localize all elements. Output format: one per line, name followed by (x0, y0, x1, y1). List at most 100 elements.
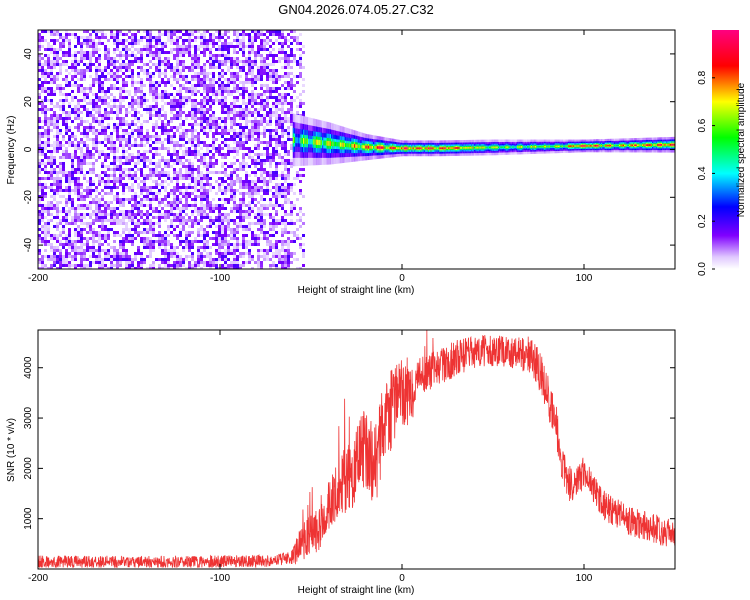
noise-cell (284, 66, 287, 69)
noise-cell (68, 198, 71, 201)
noise-cell (98, 156, 101, 159)
noise-cell (185, 99, 188, 102)
noise-cell (113, 234, 116, 237)
noise-cell (119, 75, 122, 78)
noise-cell (179, 192, 182, 195)
noise-cell (44, 147, 47, 150)
noise-cell (260, 108, 263, 111)
noise-cell (230, 189, 233, 192)
noise-cell (167, 39, 170, 42)
noise-cell (266, 69, 269, 72)
noise-cell (233, 72, 236, 75)
noise-cell (74, 54, 77, 57)
noise-cell (275, 105, 278, 108)
noise-cell (98, 225, 101, 228)
noise-cell (56, 105, 59, 108)
noise-cell (269, 129, 272, 132)
noise-cell (62, 231, 65, 234)
noise-cell (143, 30, 146, 33)
noise-cell (299, 63, 302, 66)
noise-cell (143, 177, 146, 180)
noise-cell (116, 126, 119, 129)
noise-cell (137, 126, 140, 129)
noise-cell (194, 180, 197, 183)
noise-cell (119, 210, 122, 213)
noise-cell (248, 69, 251, 72)
noise-cell (149, 147, 152, 150)
noise-cell (77, 108, 80, 111)
noise-cell (101, 171, 104, 174)
noise-cell (149, 198, 152, 201)
noise-cell (275, 69, 278, 72)
noise-cell (158, 171, 161, 174)
noise-cell (137, 132, 140, 135)
noise-cell (206, 84, 209, 87)
noise-cell (164, 75, 167, 78)
noise-cell (155, 114, 158, 117)
noise-cell (158, 177, 161, 180)
noise-cell (50, 48, 53, 51)
noise-cell (68, 234, 71, 237)
noise-cell (251, 114, 254, 117)
noise-cell (152, 54, 155, 57)
noise-cell (281, 147, 284, 150)
noise-cell (218, 255, 221, 258)
noise-cell (200, 156, 203, 159)
noise-cell (128, 48, 131, 51)
noise-cell (203, 159, 206, 162)
noise-cell (47, 108, 50, 111)
noise-cell (269, 243, 272, 246)
noise-cell (215, 123, 218, 126)
noise-cell (179, 99, 182, 102)
noise-cell (191, 99, 194, 102)
noise-cell (248, 213, 251, 216)
noise-cell (257, 45, 260, 48)
noise-cell (263, 132, 266, 135)
noise-cell (86, 249, 89, 252)
noise-cell (218, 231, 221, 234)
signal-cell (370, 145, 373, 149)
noise-cell (203, 144, 206, 147)
noise-cell (62, 219, 65, 222)
noise-cell (122, 63, 125, 66)
noise-cell (92, 228, 95, 231)
noise-cell (275, 153, 278, 156)
noise-cell (275, 99, 278, 102)
noise-cell (86, 63, 89, 66)
noise-cell (116, 123, 119, 126)
noise-cell (68, 117, 71, 120)
noise-cell (221, 54, 224, 57)
noise-cell (242, 180, 245, 183)
noise-cell (281, 246, 284, 249)
noise-cell (167, 138, 170, 141)
noise-cell (77, 189, 80, 192)
noise-cell (263, 57, 266, 60)
noise-cell (164, 90, 167, 93)
noise-cell (188, 54, 191, 57)
noise-cell (191, 63, 194, 66)
noise-cell (149, 48, 152, 51)
noise-cell (122, 252, 125, 255)
noise-cell (131, 243, 134, 246)
noise-cell (50, 102, 53, 105)
noise-cell (170, 222, 173, 225)
noise-cell (86, 204, 89, 207)
noise-cell (191, 177, 194, 180)
noise-cell (131, 105, 134, 108)
noise-cell (65, 30, 68, 33)
noise-cell (272, 96, 275, 99)
noise-cell (284, 264, 287, 267)
noise-cell (128, 168, 131, 171)
noise-cell (182, 84, 185, 87)
noise-cell (173, 159, 176, 162)
noise-cell (272, 216, 275, 219)
noise-cell (104, 252, 107, 255)
noise-cell (149, 117, 152, 120)
noise-cell (131, 219, 134, 222)
noise-cell (47, 171, 50, 174)
noise-cell (77, 141, 80, 144)
noise-cell (212, 111, 215, 114)
noise-cell (128, 216, 131, 219)
noise-cell (224, 117, 227, 120)
noise-cell (68, 228, 71, 231)
